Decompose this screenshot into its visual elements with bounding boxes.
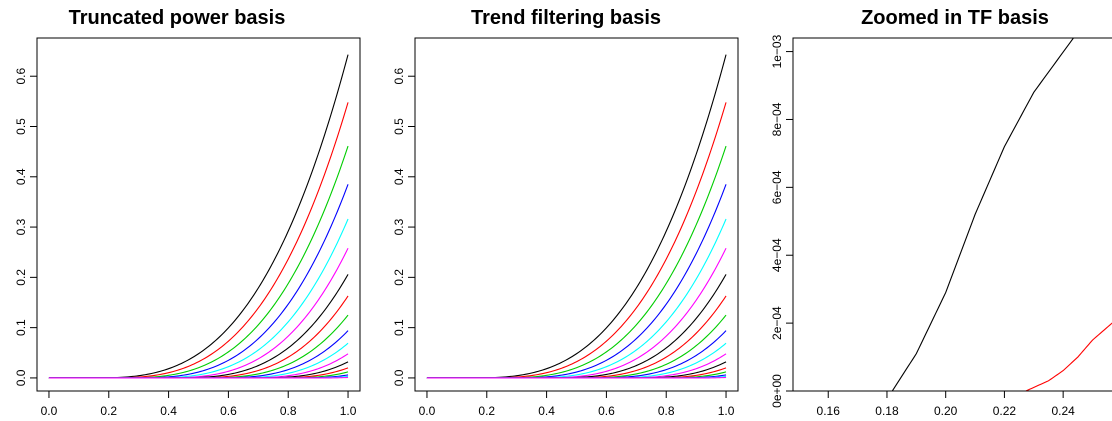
basis-curve (48, 353, 349, 379)
plot-frame (36, 37, 361, 392)
x-tick-label: 0.18 (875, 404, 899, 418)
y-tick-label: 0.4 (14, 168, 28, 185)
y-tick-label: 1e−03 (770, 34, 784, 68)
x-tick-label: 0.24 (1051, 404, 1075, 418)
y-tick-label: 0.1 (392, 319, 406, 336)
basis-curve (793, 322, 1112, 391)
basis-curve (48, 102, 349, 379)
y-tick-label: 0.2 (14, 269, 28, 286)
x-tick-label: 0.2 (100, 404, 117, 418)
basis-curve (793, 38, 1074, 391)
x-tick-label: 0.4 (160, 404, 177, 418)
panel-truncated-power-basis: Truncated power basis 0.0 0.2 0.4 0.6 0.8 1.0… (14, 7, 361, 418)
basis-curve (48, 54, 349, 379)
x-tick-label: 0.6 (598, 404, 615, 418)
x-tick-label: 0.2 (478, 404, 495, 418)
basis-curve (426, 376, 727, 379)
y-tick-label: 4e−04 (770, 238, 784, 272)
y-tick-label: 0.2 (392, 269, 406, 286)
basis-curve (48, 295, 349, 379)
panel-title: Trend filtering basis (471, 7, 661, 29)
basis-curve (48, 247, 349, 379)
y-tick-label: 0.6 (14, 68, 28, 85)
axes: 0.16 0.18 0.20 0.22 0.24 0e+00 2e−04 4e−04 6e−04… (770, 34, 1075, 418)
y-tick-label: 0e+00 (770, 374, 784, 408)
basis-curve (48, 184, 349, 379)
basis-curve (426, 295, 727, 379)
x-tick-label: 0.8 (658, 404, 675, 418)
y-tick-label: 0.6 (392, 68, 406, 85)
y-tick-label: 0.1 (14, 319, 28, 336)
basis-curve (426, 102, 727, 379)
x-tick-label: 1.0 (340, 404, 357, 418)
axes: 0.0 0.2 0.4 0.6 0.8 1.0 0.0 0.1 0.2 0.3 0.4 0.5 0.6 (14, 68, 357, 418)
series-curves (793, 38, 1112, 391)
x-tick-label: 0.20 (934, 404, 958, 418)
x-tick-label: 0.8 (280, 404, 297, 418)
panel-title: Zoomed in TF basis (861, 7, 1049, 29)
panel-title: Truncated power basis (69, 7, 286, 29)
y-tick-label: 6e−04 (770, 170, 784, 204)
x-tick-label: 1.0 (718, 404, 735, 418)
axes: 0.0 0.2 0.4 0.6 0.8 1.0 0.0 0.1 0.2 0.3 0.4 0.5 0.6 (392, 68, 735, 418)
y-tick-label: 2e−04 (770, 306, 784, 340)
x-tick-label: 0.0 (419, 404, 436, 418)
panel-trend-filtering-basis: Trend filtering basis 0.0 0.2 0.4 0.6 0.8 1.0… (392, 7, 739, 418)
y-tick-label: 0.0 (14, 369, 28, 386)
basis-curve (426, 54, 727, 379)
series-curves (426, 54, 727, 379)
basis-curve (426, 353, 727, 379)
basis-curve (426, 145, 727, 379)
x-tick-label: 0.6 (220, 404, 237, 418)
y-tick-label: 0.3 (392, 218, 406, 235)
basis-curve (48, 376, 349, 379)
x-tick-label: 0.0 (41, 404, 58, 418)
x-tick-label: 0.16 (817, 404, 841, 418)
y-tick-label: 0.5 (14, 118, 28, 135)
y-tick-label: 0.0 (392, 369, 406, 386)
y-tick-label: 0.5 (392, 118, 406, 135)
y-tick-label: 0.4 (392, 168, 406, 185)
basis-curve (48, 274, 349, 379)
series-curves (48, 54, 349, 379)
basis-curve (426, 247, 727, 379)
x-tick-label: 0.22 (993, 404, 1017, 418)
panel-zoomed-tf-basis: Zoomed in TF basis 0.16 0.18 0.20 0.22 0.240… (770, 7, 1112, 418)
x-tick-label: 0.4 (538, 404, 555, 418)
plot-frame (414, 37, 739, 392)
plot-frame (792, 37, 1112, 392)
y-tick-label: 8e−04 (770, 102, 784, 136)
y-tick-label: 0.3 (14, 218, 28, 235)
basis-curve (426, 274, 727, 379)
basis-curve (426, 184, 727, 379)
basis-curve (48, 145, 349, 379)
